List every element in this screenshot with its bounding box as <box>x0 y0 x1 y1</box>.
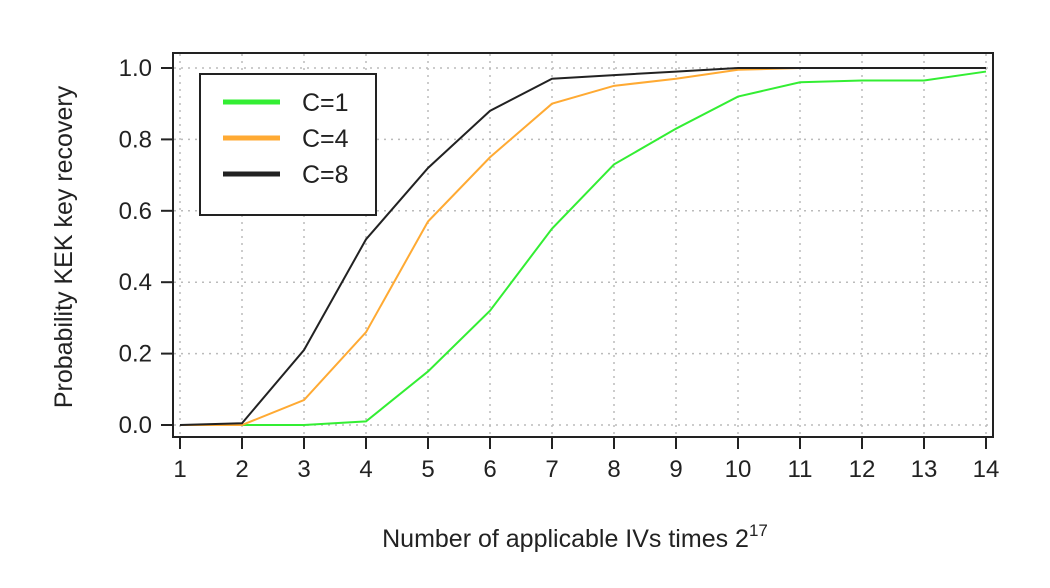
x-tick-label: 3 <box>297 456 310 483</box>
y-tick-label: 0.4 <box>119 269 152 296</box>
y-axis-label: Probability KEK key recovery <box>50 85 78 408</box>
y-tick-label: 1.0 <box>119 55 152 82</box>
legend-label: C=4 <box>302 125 349 153</box>
x-tick-label: 11 <box>788 456 813 483</box>
y-tick-label: 0.0 <box>119 412 152 439</box>
legend-box <box>200 74 376 215</box>
x-tick-label: 5 <box>421 456 434 483</box>
x-tick-label: 7 <box>545 456 558 483</box>
y-tick-label: 0.6 <box>119 198 152 225</box>
x-tick-label: 9 <box>669 456 682 483</box>
x-tick-label: 12 <box>849 456 876 483</box>
x-tick-label: 6 <box>483 456 496 483</box>
x-tick-label: 14 <box>973 456 1000 483</box>
x-tick-label: 2 <box>235 456 248 483</box>
y-tick-label: 0.2 <box>119 341 152 368</box>
x-tick-label: 1 <box>173 456 186 483</box>
x-tick-label: 10 <box>725 456 752 483</box>
legend: C=1 C=4 C=8 <box>200 74 376 215</box>
y-axis: 0.0 0.2 0.4 0.6 0.8 1.0 <box>119 55 173 439</box>
x-tick-label: 4 <box>359 456 372 483</box>
legend-label: C=8 <box>302 161 349 189</box>
x-axis-label: Number of applicable IVs times 217 <box>382 521 768 553</box>
x-axis-label-superscript: 17 <box>749 521 768 540</box>
y-tick-label: 0.8 <box>119 126 152 153</box>
x-tick-label: 13 <box>911 456 938 483</box>
legend-label: C=1 <box>302 89 349 117</box>
x-tick-label: 8 <box>607 456 620 483</box>
